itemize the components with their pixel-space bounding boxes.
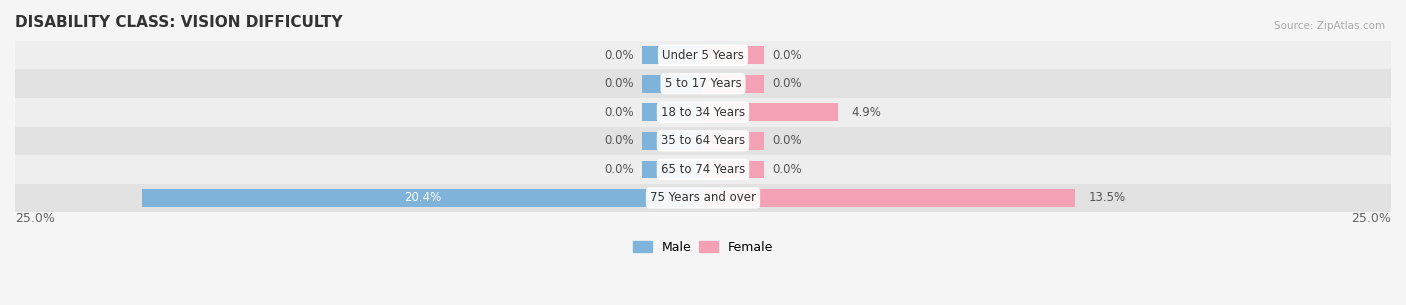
Legend: Male, Female: Male, Female [633,241,773,254]
Text: Source: ZipAtlas.com: Source: ZipAtlas.com [1274,21,1385,31]
Bar [15,127,1391,155]
Text: 0.0%: 0.0% [772,77,801,90]
Text: 75 Years and over: 75 Years and over [650,192,756,204]
Text: 25.0%: 25.0% [15,212,55,225]
Bar [703,160,763,178]
Bar [643,75,703,92]
Text: Under 5 Years: Under 5 Years [662,49,744,62]
Bar [703,103,838,121]
Bar [15,41,1391,70]
Bar [142,189,703,207]
Text: 18 to 34 Years: 18 to 34 Years [661,106,745,119]
Bar [643,46,703,64]
Text: DISABILITY CLASS: VISION DIFFICULTY: DISABILITY CLASS: VISION DIFFICULTY [15,15,343,30]
Bar [15,155,1391,184]
Text: 20.4%: 20.4% [404,192,441,204]
Text: 0.0%: 0.0% [605,134,634,147]
Bar [703,189,1074,207]
Bar [703,46,763,64]
Bar [703,132,763,150]
Bar [15,70,1391,98]
Text: 0.0%: 0.0% [605,163,634,176]
Bar [15,98,1391,127]
Text: 0.0%: 0.0% [605,77,634,90]
Bar [643,132,703,150]
Text: 5 to 17 Years: 5 to 17 Years [665,77,741,90]
Text: 25.0%: 25.0% [1351,212,1391,225]
Bar [15,184,1391,212]
Text: 4.9%: 4.9% [852,106,882,119]
Bar [643,160,703,178]
Text: 0.0%: 0.0% [772,134,801,147]
Text: 65 to 74 Years: 65 to 74 Years [661,163,745,176]
Text: 35 to 64 Years: 35 to 64 Years [661,134,745,147]
Text: 0.0%: 0.0% [772,163,801,176]
Text: 13.5%: 13.5% [1088,192,1125,204]
Text: 0.0%: 0.0% [605,49,634,62]
Bar [703,75,763,92]
Text: 0.0%: 0.0% [605,106,634,119]
Text: 0.0%: 0.0% [772,49,801,62]
Bar [643,103,703,121]
